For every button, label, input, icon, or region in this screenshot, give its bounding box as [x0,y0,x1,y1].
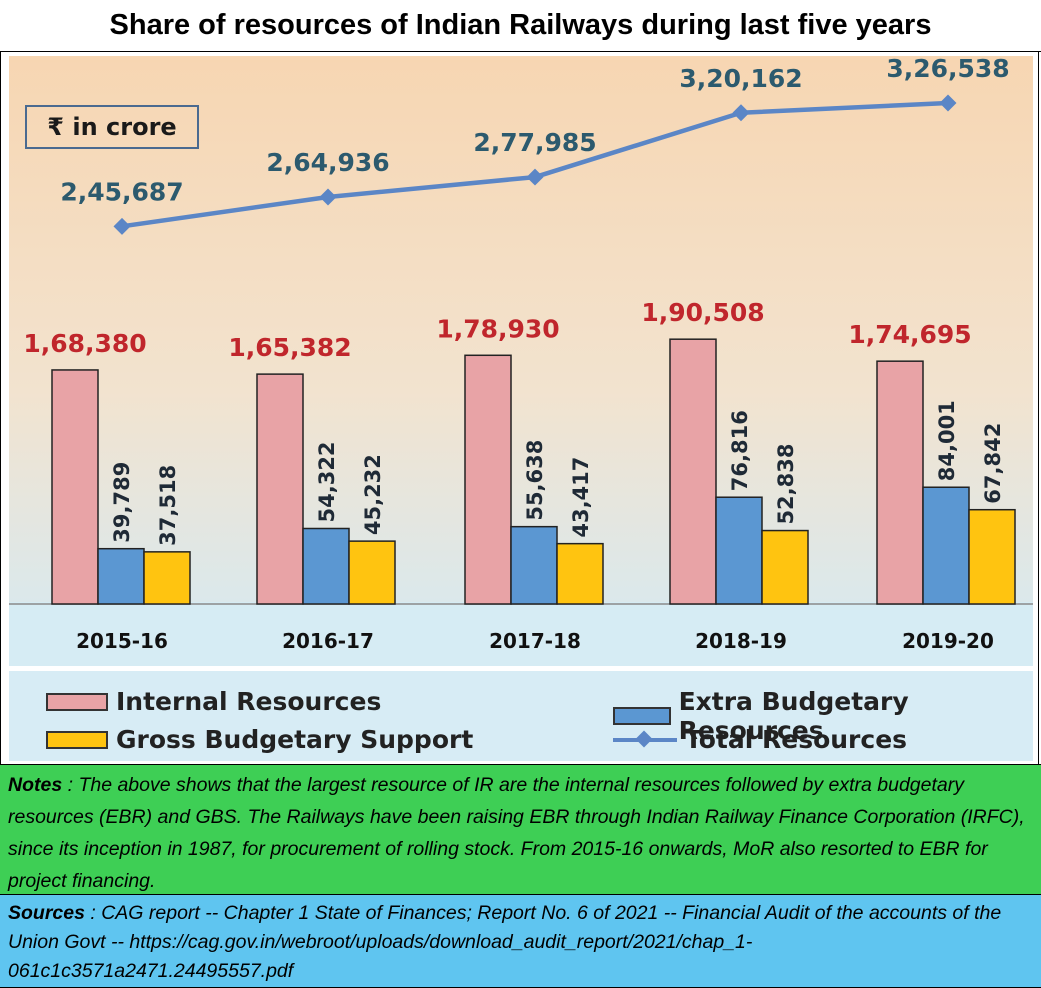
legend-swatch-total-resources [613,730,677,750]
line-point-total-resources-2015-16 [113,217,131,235]
notes-panel: Notes : The above shows that the largest… [0,764,1041,895]
data-label-gross-budgetary-support-2019-20: 67,842 [981,423,1005,504]
data-label-extra-budgetary-resources-2015-16: 39,789 [110,462,134,543]
chart: 2,45,687 2,64,936 2,77,985 3,20,162 3,26,538… [9,54,1033,666]
data-label-total-resources-2019-20: 3,26,538 [886,54,1009,83]
legend-swatch-gross-budgetary-support [46,730,108,749]
legend-item-internal-resources: Internal Resources [46,687,381,716]
bar-extra-budgetary-resources-2015-16 [97,547,145,605]
data-label-total-resources-2018-19: 3,20,162 [679,64,802,93]
data-label-internal-resources-2017-18: 1,78,930 [436,314,559,343]
bar-gross-budgetary-support-2019-20 [968,508,1016,605]
legend-swatch-extra-budgetary-resources [613,707,671,725]
bar-gross-budgetary-support-2016-17 [348,540,396,605]
legend: Internal Resources Gross Budgetary Suppo… [9,671,1033,761]
sources-panel: Sources : CAG report -- Chapter 1 State … [0,895,1041,988]
bar-gross-budgetary-support-2015-16 [143,551,191,605]
data-label-gross-budgetary-support-2018-19: 52,838 [774,444,798,525]
line-point-total-resources-2018-19 [732,104,750,122]
bar-gross-budgetary-support-2017-18 [556,542,604,605]
legend-label-internal-resources: Internal Resources [116,687,382,716]
unit-label: ₹ in crore [47,113,177,141]
notes-text: : The above shows that the largest resou… [8,774,1025,892]
notes-label: Notes [8,774,63,796]
data-label-extra-budgetary-resources-2019-20: 84,001 [935,400,959,481]
legend-item-total-resources: Total Resources [613,725,907,754]
x-tick-label-2017-18: 2017-18 [489,629,581,653]
legend-label-extra-budgetary-resources: Extra Budgetary Resources [678,687,909,745]
bar-extra-budgetary-resources-2017-18 [510,525,558,605]
legend-item-gross-budgetary-support: Gross Budgetary Support [46,725,473,754]
x-tick-label-2015-16: 2015-16 [76,629,168,653]
bar-internal-resources-2016-17 [256,373,304,605]
data-label-total-resources-2017-18: 2,77,985 [473,128,596,157]
line-point-total-resources-2017-18 [526,168,544,186]
bar-extra-budgetary-resources-2016-17 [302,527,350,605]
data-label-internal-resources-2018-19: 1,90,508 [641,298,764,327]
sources-label: Sources [8,902,85,924]
x-tick-label-2018-19: 2018-19 [695,629,787,653]
data-label-extra-budgetary-resources-2016-17: 54,322 [315,441,339,522]
data-label-gross-budgetary-support-2015-16: 37,518 [156,465,180,546]
data-label-internal-resources-2015-16: 1,68,380 [23,329,146,358]
data-label-internal-resources-2016-17: 1,65,382 [228,333,351,362]
legend-item-extra-budgetary-resources: Extra Budgetary Resources [613,687,1033,745]
line-point-total-resources-2019-20 [939,94,957,112]
bar-internal-resources-2019-20 [876,360,924,605]
bar-internal-resources-2018-19 [669,338,717,605]
data-label-total-resources-2015-16: 2,45,687 [60,177,183,206]
plot-area-lower [9,602,1033,666]
bar-internal-resources-2017-18 [464,354,512,605]
data-label-gross-budgetary-support-2017-18: 43,417 [569,457,593,538]
unit-label-box: ₹ in crore [25,105,199,149]
bar-gross-budgetary-support-2018-19 [761,529,809,605]
legend-label-gross-budgetary-support: Gross Budgetary Support [116,725,474,754]
legend-label-total-resources: Total Resources [685,725,908,754]
data-label-total-resources-2016-17: 2,64,936 [266,148,389,177]
chart-title: Share of resources of Indian Railways du… [0,0,1041,52]
line-point-total-resources-2016-17 [319,188,337,206]
data-label-gross-budgetary-support-2016-17: 45,232 [361,454,385,535]
data-label-internal-resources-2019-20: 1,74,695 [848,320,971,349]
data-label-extra-budgetary-resources-2018-19: 76,816 [728,410,752,491]
bar-extra-budgetary-resources-2018-19 [715,496,763,605]
legend-swatch-internal-resources [46,692,108,711]
x-tick-label-2016-17: 2016-17 [282,629,374,653]
bar-extra-budgetary-resources-2019-20 [922,486,970,605]
sources-text: : CAG report -- Chapter 1 State of Finan… [8,902,1002,982]
data-label-extra-budgetary-resources-2017-18: 55,638 [523,440,547,521]
bar-internal-resources-2015-16 [51,369,99,605]
x-tick-label-2019-20: 2019-20 [902,629,994,653]
